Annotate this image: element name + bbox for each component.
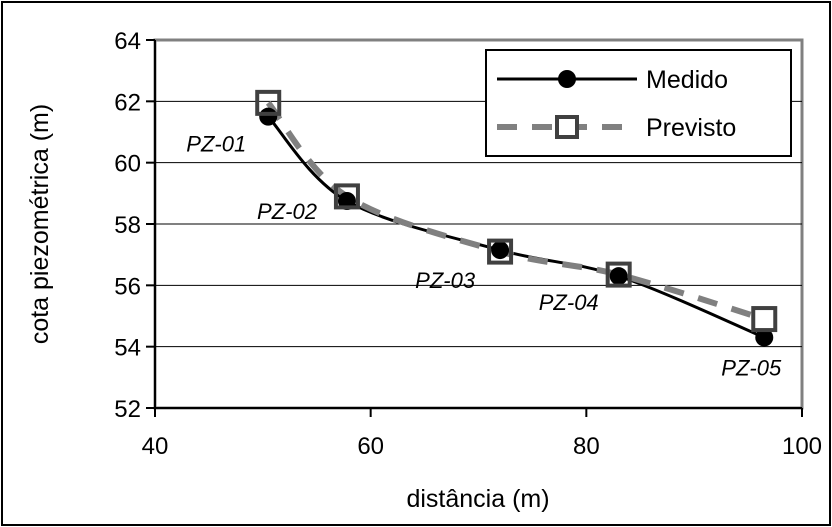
marker-medido xyxy=(259,107,278,126)
legend-medido-marker xyxy=(558,70,576,88)
y-tick-label: 52 xyxy=(114,396,141,423)
marker-previsto xyxy=(487,238,514,265)
point-label: PZ-04 xyxy=(539,290,599,315)
point-label: PZ-03 xyxy=(415,268,476,293)
x-tick-label: 60 xyxy=(357,433,384,460)
axes: 52 54 56 58 60 62 64 40 60 80 100 xyxy=(114,28,822,460)
x-tick-label: 100 xyxy=(782,433,822,460)
series-layer xyxy=(255,89,778,347)
marker-medido xyxy=(609,267,628,286)
legend-medido-label: Medido xyxy=(646,66,728,94)
marker-medido xyxy=(491,241,510,260)
y-tick-label: 56 xyxy=(114,273,141,300)
y-tick-label: 60 xyxy=(114,151,141,178)
legend-box xyxy=(485,49,792,157)
y-tick-label: 64 xyxy=(114,28,141,55)
y-tick-label: 54 xyxy=(114,335,141,362)
legend-previsto-label: Previsto xyxy=(646,114,736,142)
marker-previsto xyxy=(605,261,632,288)
x-axis-title: distância (m) xyxy=(406,485,549,513)
point-label: PZ-05 xyxy=(721,355,782,380)
marker-previsto xyxy=(333,183,360,210)
x-tick-label: 40 xyxy=(142,433,169,460)
marker-previsto xyxy=(255,89,282,116)
point-label: PZ-01 xyxy=(186,132,246,157)
x-tick-label: 80 xyxy=(573,433,600,460)
y-axis-title: cota piezométrica (m) xyxy=(26,104,54,344)
legend-previsto-marker xyxy=(555,115,579,139)
point-labels: PZ-01 PZ-02 PZ-03 PZ-04 PZ-05 xyxy=(186,132,782,381)
point-label: PZ-02 xyxy=(257,199,317,224)
marker-medido xyxy=(755,328,774,347)
y-tick-label: 62 xyxy=(114,89,141,116)
marker-previsto xyxy=(751,306,778,333)
y-tick-label: 58 xyxy=(114,212,141,239)
legend: Medido Previsto xyxy=(485,49,792,157)
